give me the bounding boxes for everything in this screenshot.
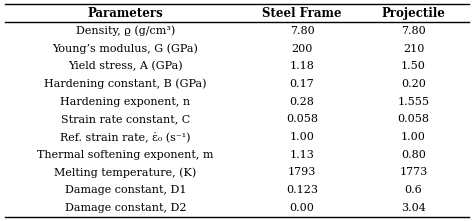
Text: 1.13: 1.13: [290, 150, 314, 160]
Text: 0.00: 0.00: [290, 203, 314, 213]
Text: Yield stress, A (GPa): Yield stress, A (GPa): [68, 61, 183, 71]
Text: Parameters: Parameters: [88, 7, 164, 20]
Text: 1.00: 1.00: [401, 132, 426, 142]
Text: 0.6: 0.6: [405, 185, 422, 195]
Text: 3.04: 3.04: [401, 203, 426, 213]
Text: 200: 200: [292, 44, 313, 54]
Text: 1.18: 1.18: [290, 61, 314, 71]
Text: Hardening constant, B (GPa): Hardening constant, B (GPa): [44, 79, 207, 89]
Text: Projectile: Projectile: [382, 7, 446, 20]
Text: Young’s modulus, G (GPa): Young’s modulus, G (GPa): [53, 43, 199, 54]
Text: Density, ϱ (g/cm³): Density, ϱ (g/cm³): [76, 26, 175, 36]
Text: 0.058: 0.058: [286, 114, 318, 124]
Text: Melting temperature, (K): Melting temperature, (K): [55, 167, 197, 178]
Text: Damage constant, D2: Damage constant, D2: [65, 203, 186, 213]
Text: 1.555: 1.555: [398, 97, 429, 107]
Text: Thermal softening exponent, m: Thermal softening exponent, m: [37, 150, 214, 160]
Text: 0.28: 0.28: [290, 97, 314, 107]
Text: Steel Frame: Steel Frame: [262, 7, 342, 20]
Text: 1.00: 1.00: [290, 132, 314, 142]
Text: 0.17: 0.17: [290, 79, 314, 89]
Text: 210: 210: [403, 44, 424, 54]
Text: 1793: 1793: [288, 167, 316, 177]
Text: Strain rate constant, C: Strain rate constant, C: [61, 114, 190, 124]
Text: 0.123: 0.123: [286, 185, 318, 195]
Text: Hardening exponent, n: Hardening exponent, n: [61, 97, 191, 107]
Text: 1.50: 1.50: [401, 61, 426, 71]
Text: 7.80: 7.80: [290, 26, 314, 36]
Text: 7.80: 7.80: [401, 26, 426, 36]
Text: 1773: 1773: [400, 167, 428, 177]
Text: 0.20: 0.20: [401, 79, 426, 89]
Text: 0.058: 0.058: [398, 114, 429, 124]
Text: Damage constant, D1: Damage constant, D1: [65, 185, 186, 195]
Text: 0.80: 0.80: [401, 150, 426, 160]
Text: Ref. strain rate, ε̇₀ (s⁻¹): Ref. strain rate, ε̇₀ (s⁻¹): [60, 132, 191, 142]
